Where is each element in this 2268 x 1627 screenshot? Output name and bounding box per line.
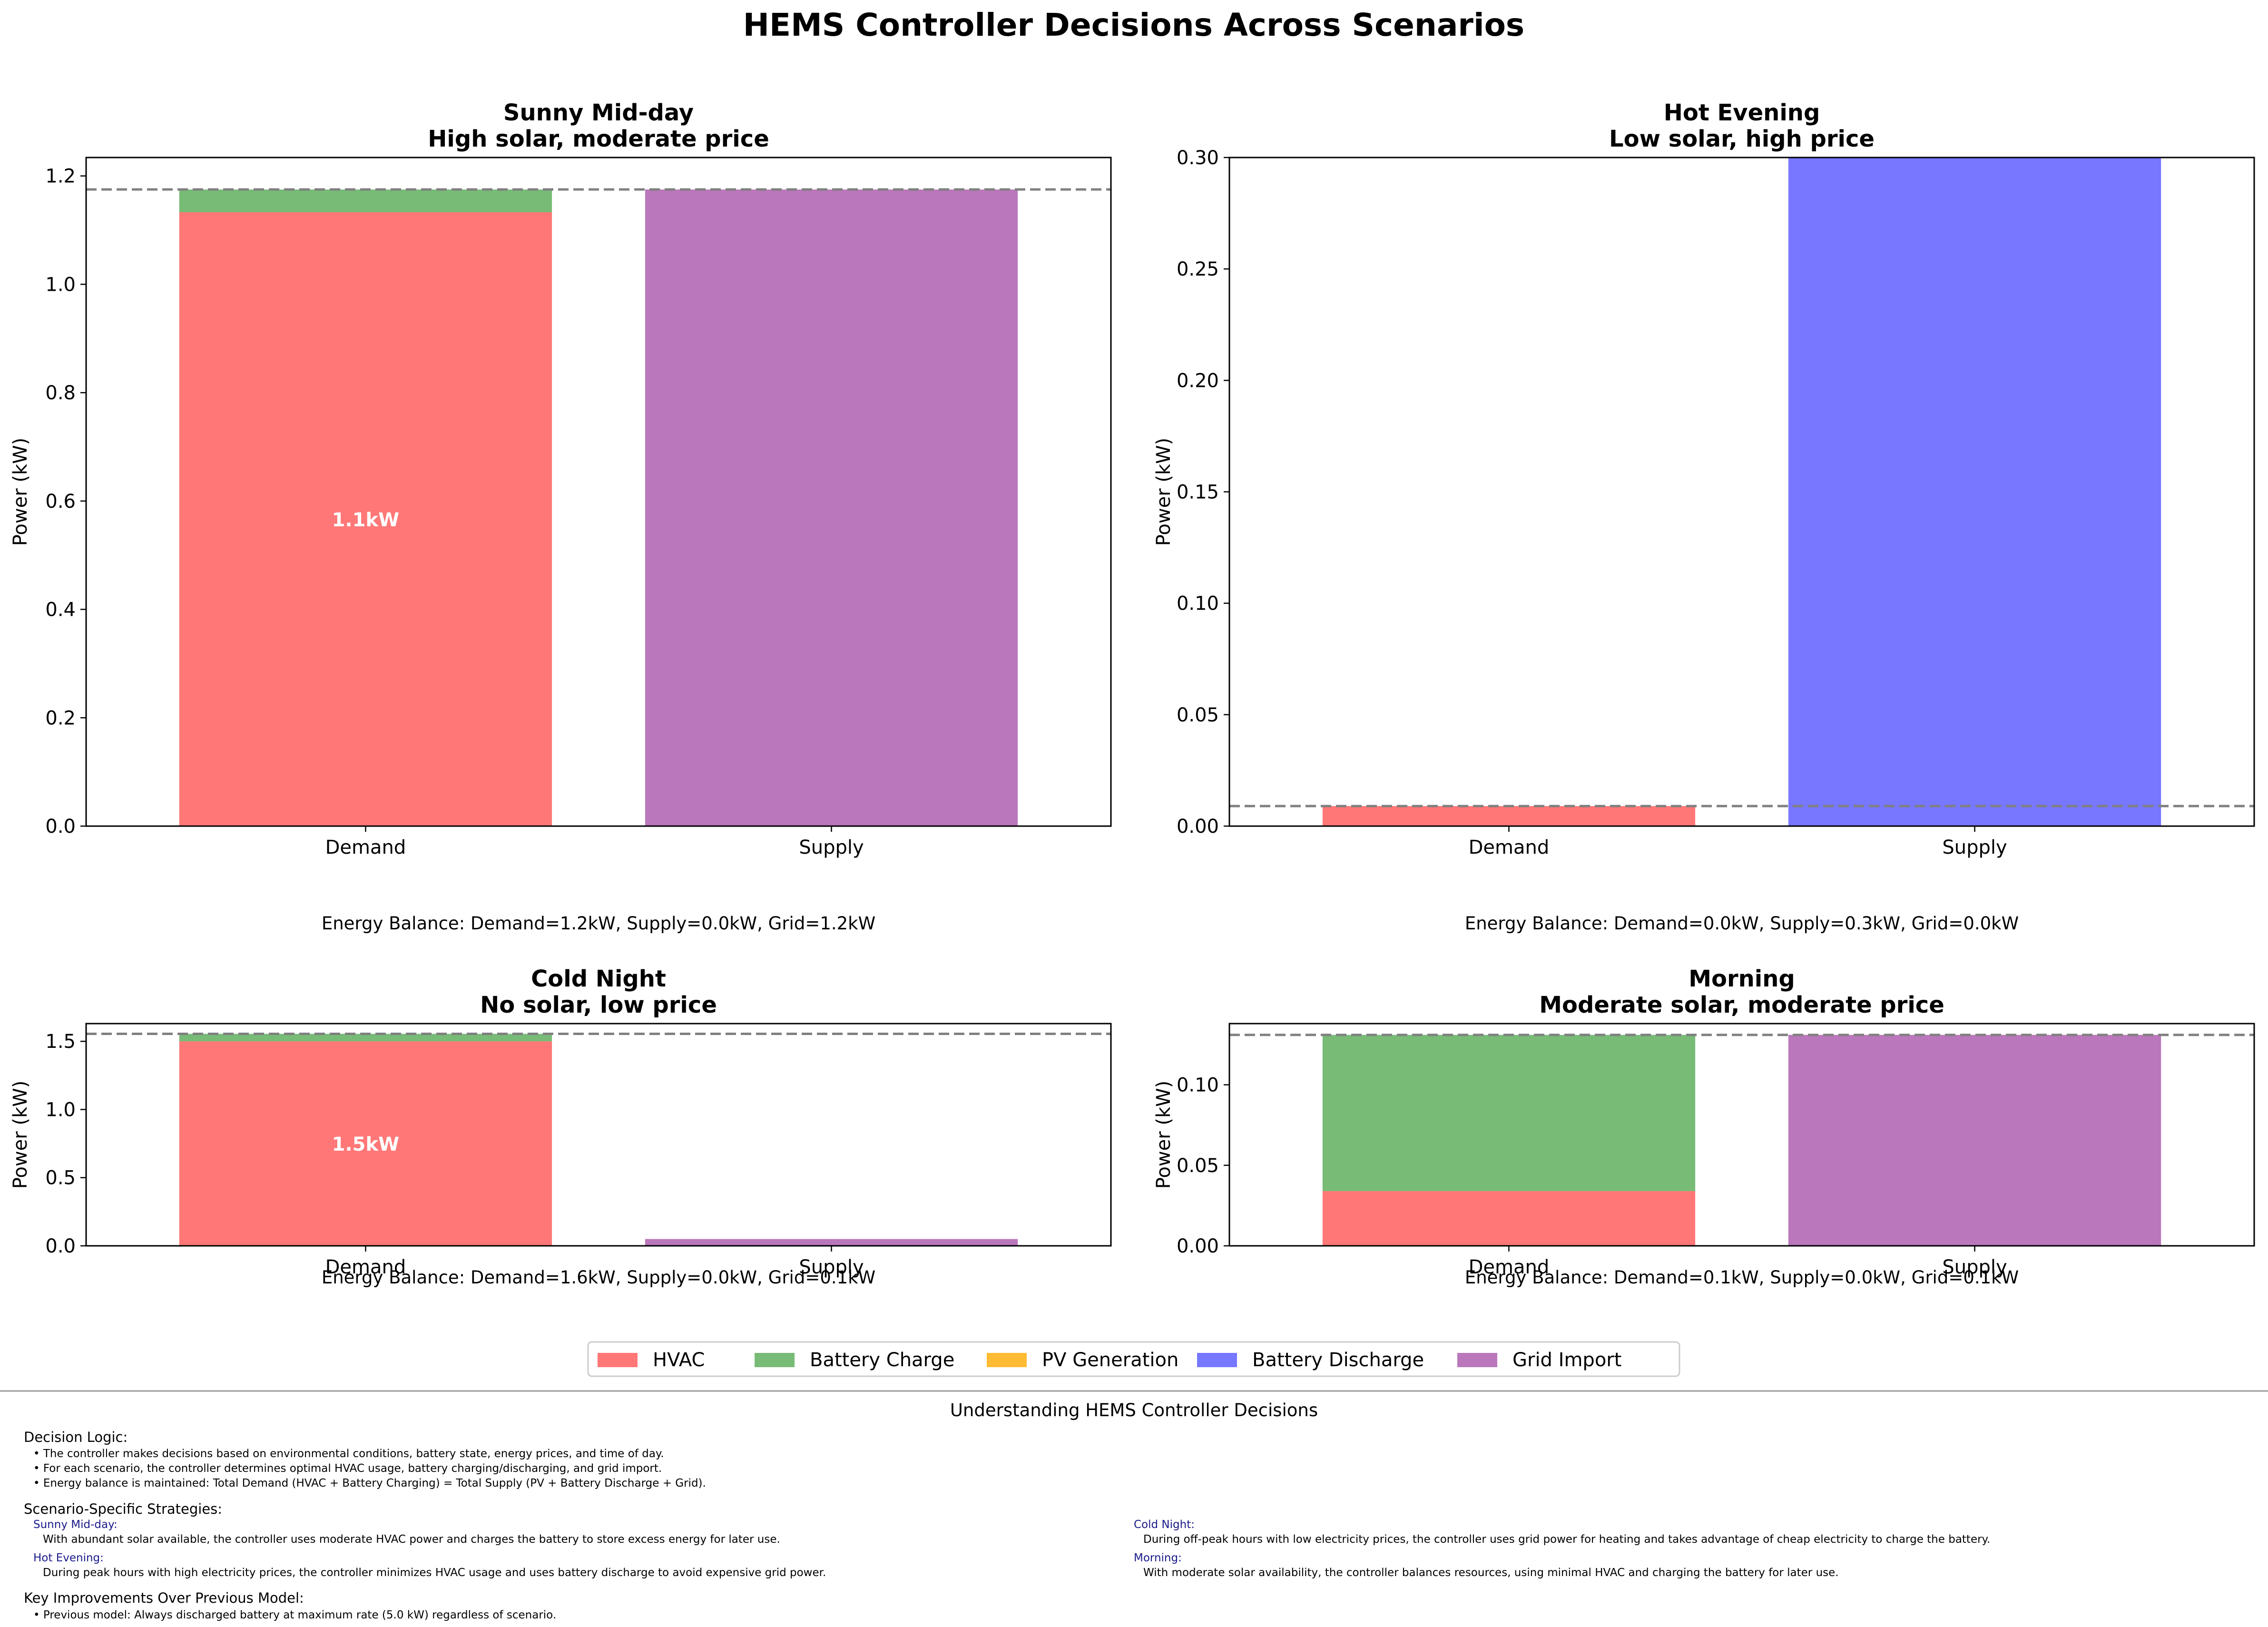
decision-logic-heading: Decision Logic: xyxy=(24,1429,128,1445)
decision-logic-bullet: • For each scenario, the controller dete… xyxy=(33,1462,662,1475)
y-tick-label: 0.25 xyxy=(1177,258,1219,280)
y-tick-label: 0.5 xyxy=(45,1167,76,1189)
y-axis-label: Power (kW) xyxy=(1153,1081,1175,1189)
legend-swatch-grid-import xyxy=(1457,1353,1497,1367)
energy-balance-text: Energy Balance: Demand=1.6kW, Supply=0.0… xyxy=(322,1267,875,1288)
x-tick-label: Demand xyxy=(325,837,406,858)
bar-grid-import-supply xyxy=(645,1239,1018,1246)
y-axis-label: Power (kW) xyxy=(10,1081,31,1189)
legend: HVAC Battery Charge PV Generation Battery D… xyxy=(587,1341,1680,1377)
y-tick-label: 0.10 xyxy=(1177,1075,1219,1096)
y-tick-label: 0.4 xyxy=(45,599,76,621)
bar-battery-charge-demand xyxy=(179,1034,552,1042)
bar-battery-charge-demand xyxy=(179,189,552,212)
improvements-heading: Key Improvements Over Previous Model: xyxy=(24,1590,304,1606)
legend-label-grid-import: Grid Import xyxy=(1512,1349,1621,1371)
legend-swatch-battery-charge xyxy=(755,1353,795,1367)
bar-value-label: 1.1kW xyxy=(332,509,400,531)
panel-title: Cold Night xyxy=(531,966,666,992)
legend-label-hvac: HVAC xyxy=(653,1349,705,1371)
bar-hvac-demand xyxy=(1322,1191,1696,1246)
axes-frame xyxy=(1228,1023,2255,1247)
y-tick-label: 1.0 xyxy=(45,1099,76,1121)
y-tick-label: 0.8 xyxy=(45,382,76,404)
y-tick-label: 1.0 xyxy=(45,274,76,296)
strategy-text-hot: During peak hours with high electricity … xyxy=(43,1567,826,1579)
legend-swatch-battery-discharge xyxy=(1197,1353,1237,1367)
panel-title: Morning xyxy=(1689,966,1795,992)
y-tick-label: 0.05 xyxy=(1177,704,1219,726)
energy-balance-text: Energy Balance: Demand=1.2kW, Supply=0.0… xyxy=(322,913,875,934)
panel-subtitle: Moderate solar, moderate price xyxy=(1539,992,1944,1018)
strategy-name-hot: Hot Evening: xyxy=(33,1552,104,1564)
y-axis-label: Power (kW) xyxy=(1153,438,1175,546)
strategy-name-cold: Cold Night: xyxy=(1134,1519,1195,1531)
legend-label-battery-discharge: Battery Discharge xyxy=(1252,1349,1424,1371)
y-tick-label: 0.00 xyxy=(1177,1235,1219,1257)
bar-grid-import-supply xyxy=(645,189,1018,827)
notes-panel: Understanding HEMS Controller Decisions … xyxy=(0,1394,2268,1627)
panel-subtitle: No solar, low price xyxy=(480,992,717,1018)
panel-title: Hot Evening xyxy=(1664,99,1820,126)
notes-title: Understanding HEMS Controller Decisions xyxy=(950,1400,1318,1420)
x-tick-label: Supply xyxy=(799,837,864,858)
legend-label-battery-charge: Battery Charge xyxy=(810,1349,954,1371)
y-tick-label: 0.05 xyxy=(1177,1155,1219,1177)
panel-subtitle: Low solar, high price xyxy=(1609,126,1875,152)
x-tick-label: Demand xyxy=(1469,1256,1550,1278)
axes-frame xyxy=(85,157,1112,827)
x-tick-label: Supply xyxy=(799,1256,864,1278)
strategy-text-cold: During off-peak hours with low electrici… xyxy=(1143,1533,1991,1546)
bar-value-label: 1.5kW xyxy=(332,1134,400,1155)
strategy-name-morning: Morning: xyxy=(1134,1552,1182,1564)
strategy-text-sunny: With abundant solar available, the contr… xyxy=(43,1533,780,1546)
bar-grid-import-supply xyxy=(1788,1035,2161,1246)
improvements-bullet: • Previous model: Always discharged batt… xyxy=(33,1609,557,1621)
legend-frame xyxy=(587,1341,1680,1377)
strategies-heading: Scenario-Specific Strategies: xyxy=(24,1501,223,1517)
decision-logic-bullet: • Energy balance is maintained: Total De… xyxy=(33,1477,706,1489)
y-tick-label: 1.2 xyxy=(45,166,76,187)
figure-title: HEMS Controller Decisions Across Scenari… xyxy=(743,7,1524,43)
strategy-name-sunny: Sunny Mid-day: xyxy=(33,1519,118,1531)
legend-label-pv-generation: PV Generation xyxy=(1042,1349,1178,1371)
y-tick-label: 0.2 xyxy=(45,707,76,729)
y-tick-label: 0.20 xyxy=(1177,370,1219,392)
y-tick-label: 0.00 xyxy=(1177,816,1219,838)
x-tick-label: Supply xyxy=(1942,837,2007,858)
axes-frame xyxy=(85,1023,1112,1247)
decision-logic-bullet: • The controller makes decisions based o… xyxy=(33,1448,664,1460)
figure: HEMS Controller Decisions Across Scenari… xyxy=(0,7,2268,1392)
legend-swatch-hvac xyxy=(598,1353,638,1367)
y-tick-label: 0.0 xyxy=(45,816,76,838)
x-tick-label: Demand xyxy=(1469,837,1550,858)
y-tick-label: 0.10 xyxy=(1177,593,1219,615)
energy-balance-text: Energy Balance: Demand=0.0kW, Supply=0.3… xyxy=(1465,913,2019,934)
y-tick-label: 0.0 xyxy=(45,1235,76,1257)
x-tick-label: Demand xyxy=(325,1256,406,1278)
y-tick-label: 0.6 xyxy=(45,491,76,513)
bar-battery-charge-demand xyxy=(1322,1035,1696,1191)
legend-swatch-pv-generation xyxy=(987,1353,1027,1367)
bar-hvac-demand xyxy=(179,212,552,826)
energy-balance-text: Energy Balance: Demand=0.1kW, Supply=0.0… xyxy=(1465,1267,2019,1288)
y-tick-label: 0.30 xyxy=(1177,147,1219,169)
panel-title: Sunny Mid-day xyxy=(503,99,694,126)
y-tick-label: 0.15 xyxy=(1177,482,1219,503)
panel-subtitle: High solar, moderate price xyxy=(428,126,769,152)
strategy-text-morning: With moderate solar availability, the co… xyxy=(1143,1567,1839,1579)
x-tick-label: Supply xyxy=(1942,1256,2007,1278)
bar-hvac-demand xyxy=(179,1041,552,1246)
y-tick-label: 1.5 xyxy=(45,1031,76,1053)
y-axis-label: Power (kW) xyxy=(10,438,31,546)
bar-battery-discharge-supply xyxy=(1788,158,2161,826)
bar-hvac-demand xyxy=(1322,806,1696,826)
